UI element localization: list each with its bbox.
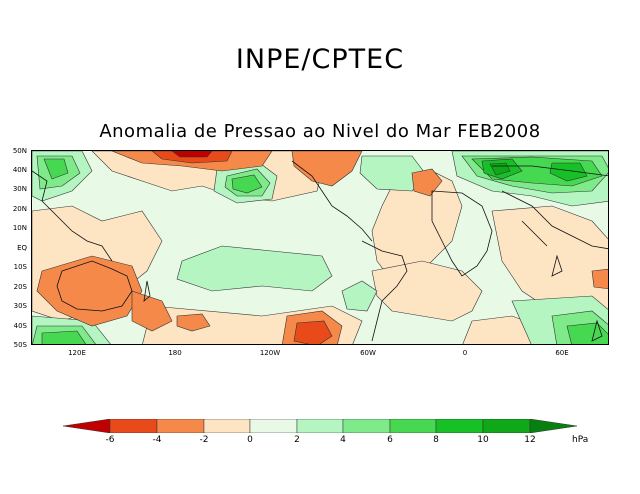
colorbar-segment <box>482 419 531 433</box>
colorbar-segment <box>389 419 437 433</box>
colorbar-label: -4 <box>152 435 162 445</box>
lon-label: 0 <box>462 349 468 357</box>
lat-label: 30N <box>12 185 27 193</box>
lat-label: 10S <box>13 263 27 271</box>
colorbar-label: -2 <box>199 435 209 445</box>
colorbar-segment <box>435 419 484 433</box>
lat-label: 20S <box>13 283 27 291</box>
colorbar-label: 6 <box>387 435 393 445</box>
map-title: Anomalia de Pressao ao Nivel do Mar FEB2… <box>99 121 541 142</box>
colorbar-label: 8 <box>433 435 439 445</box>
colorbar-unit: hPa <box>572 435 589 445</box>
continent-outlines <box>32 160 608 342</box>
colorbar-label: 4 <box>340 435 346 445</box>
colorbar-segment <box>249 419 298 433</box>
lon-label: 60E <box>555 349 569 357</box>
lat-label: 20N <box>12 205 27 213</box>
lon-label: 60W <box>360 349 376 357</box>
lon-label: 120W <box>259 349 281 357</box>
colorbar-label: 10 <box>477 435 489 445</box>
colorbar-label: 0 <box>247 435 253 445</box>
lat-label: 50S <box>13 341 27 349</box>
colorbar-label: 2 <box>294 435 300 445</box>
colorbar-segment <box>109 419 158 433</box>
lat-label: 40S <box>13 322 27 330</box>
colorbar-segment <box>203 419 251 433</box>
colorbar-segment <box>342 419 391 433</box>
lon-label: 180 <box>168 349 182 357</box>
colorbar-label: 12 <box>524 435 536 445</box>
colorbar-label: -6 <box>105 435 115 445</box>
colorbar-segment <box>529 419 578 433</box>
lat-label: 10N <box>12 224 27 232</box>
colorbar-segment <box>296 419 344 433</box>
colorbar-segment <box>156 419 205 433</box>
lon-label: 120E <box>68 349 86 357</box>
lat-label: EQ <box>17 244 27 252</box>
colorbar-segment <box>63 419 111 433</box>
anomaly-below-6 <box>171 151 213 158</box>
lat-label: 50N <box>12 147 27 155</box>
anomaly-map <box>31 150 609 345</box>
anomaly-map-canvas <box>32 151 608 344</box>
lat-label: 40N <box>12 166 27 174</box>
lat-label: 30S <box>13 302 27 310</box>
page-title: INPE/CPTEC <box>235 44 405 75</box>
colorbar <box>63 419 578 433</box>
